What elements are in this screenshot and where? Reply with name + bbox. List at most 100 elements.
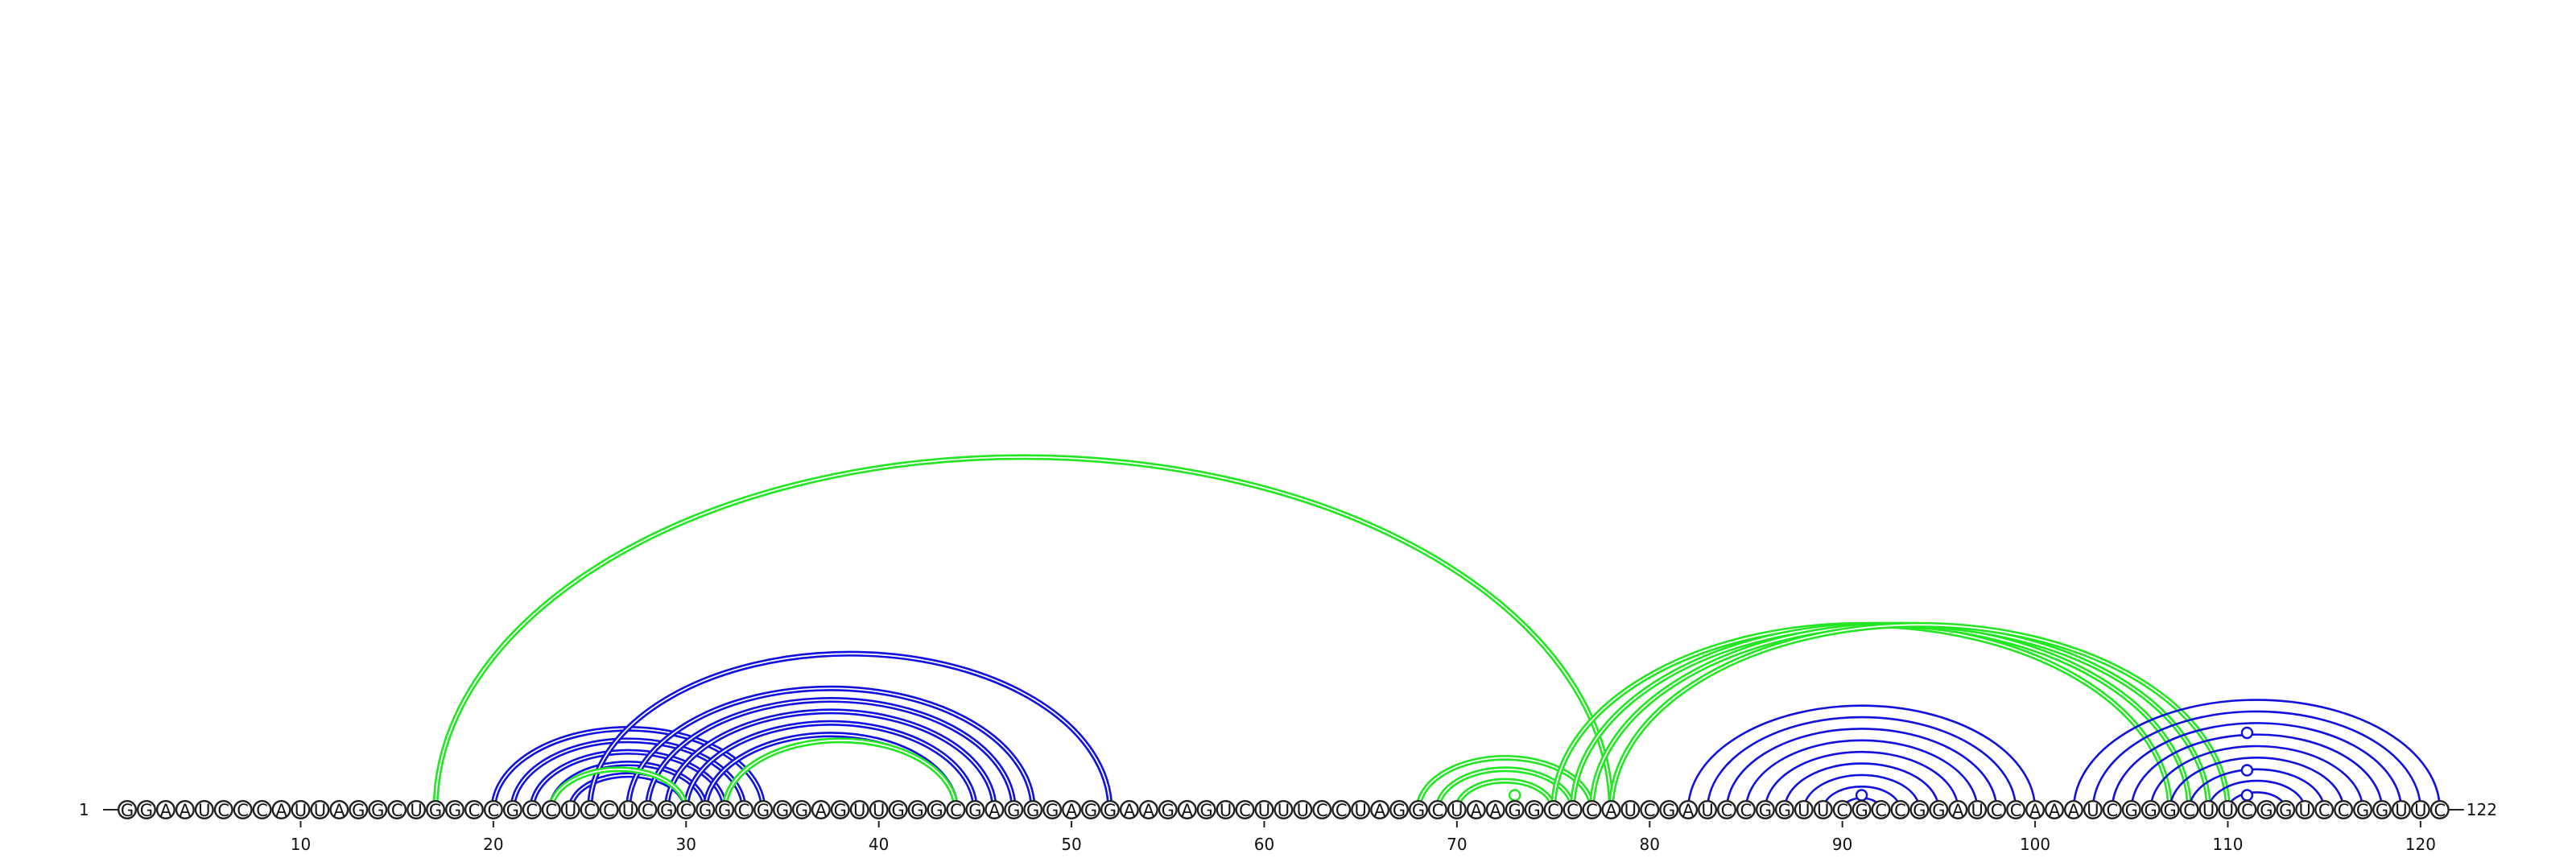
nucleotide-letter: C xyxy=(469,801,481,820)
nucleotide-circle xyxy=(1736,800,1756,820)
nucleotide-circle xyxy=(638,800,658,820)
nucleotide-letter: G xyxy=(121,801,134,820)
nucleotide-letter: U xyxy=(1297,801,1309,820)
nucleotide-90: C xyxy=(1832,800,1852,820)
nucleotide-92: C xyxy=(1871,800,1891,820)
nucleotide-circle xyxy=(946,800,966,820)
nucleotide-letter: C xyxy=(1991,801,2003,820)
nucleotide-97: U xyxy=(1967,800,1988,820)
arc-green-77-109 xyxy=(1588,621,2212,811)
nucleotide-circle xyxy=(1138,800,1158,820)
nucleotide-circle xyxy=(1119,800,1139,820)
nucleotide-circle xyxy=(1505,800,1525,820)
nucleotide-circle xyxy=(2063,800,2083,820)
nucleotide-letter: A xyxy=(1066,801,1078,820)
arc-blue-88-94 xyxy=(1802,773,1921,811)
nucleotide-54: A xyxy=(1138,800,1158,820)
nucleotide-circle xyxy=(444,800,464,820)
nucleotide-circle xyxy=(310,800,330,820)
arc-blue-102-121 xyxy=(2072,699,2442,811)
nucleotide-117: G xyxy=(2353,800,2373,820)
nucleotide-circle xyxy=(1698,800,1718,820)
nucleotide-93: C xyxy=(1890,800,1910,820)
nucleotide-circle xyxy=(1370,800,1390,820)
nucleotide-104: C xyxy=(2102,800,2122,820)
nucleotide-80: C xyxy=(1640,800,1660,820)
nucleotide-letter: G xyxy=(1932,801,1945,820)
nucleotide-74: G xyxy=(1524,800,1544,820)
arc-gap-69-76 xyxy=(1437,768,1574,811)
nucleotide-83: U xyxy=(1698,800,1718,820)
nucleotide-94: G xyxy=(1909,800,1930,820)
nucleotide-letter: U xyxy=(1624,801,1637,820)
nucleotide-81: G xyxy=(1659,800,1679,820)
nucleotide-circle xyxy=(1620,800,1641,820)
arc-blue-89-93 xyxy=(1822,786,1901,811)
nucleotide-76: C xyxy=(1563,800,1583,820)
nucleotide-letter: U xyxy=(314,801,326,820)
nucleotide-circle xyxy=(1871,800,1891,820)
nucleotide-35: G xyxy=(772,800,792,820)
nucleotide-letter: A xyxy=(2049,801,2061,820)
nucleotide-circle xyxy=(1717,800,1737,820)
nucleotide-27: U xyxy=(618,800,638,820)
nucleotide-letter: G xyxy=(930,801,943,820)
nucleotide-letter: C xyxy=(1432,801,1444,820)
arc-blue-108-115 xyxy=(2188,768,2326,811)
nucleotide-letter: U xyxy=(2087,801,2099,820)
arc-blue-83-99 xyxy=(1706,716,2017,811)
nucleotide-letter: U xyxy=(564,801,576,820)
nucleotide-65: U xyxy=(1351,800,1371,820)
nucleotide-circle xyxy=(1274,800,1294,820)
nucleotide-circle xyxy=(541,800,561,820)
nucleotide-13: G xyxy=(349,800,369,820)
nucleotide-21: G xyxy=(502,800,522,820)
nucleotide-letter: G xyxy=(506,801,519,820)
nucleotide-letter: G xyxy=(2260,801,2273,820)
nucleotide-8: C xyxy=(252,800,272,820)
nucleotide-letter: U xyxy=(1701,801,1713,820)
nucleotide-circle xyxy=(407,800,427,820)
nucleotide-letter: U xyxy=(295,801,307,820)
nucleotide-letter: U xyxy=(2299,801,2311,820)
nucleotide-letter: A xyxy=(160,801,172,820)
nucleotide-letter: C xyxy=(488,801,500,820)
nucleotide-63: C xyxy=(1312,800,1332,820)
nucleotide-105: G xyxy=(2121,800,2141,820)
nucleotide-circle xyxy=(522,800,542,820)
nucleotide-circle xyxy=(1351,800,1371,820)
nucleotide-circle xyxy=(1177,800,1197,820)
arc-gap-23-30 xyxy=(550,768,687,811)
nucleotide-24: U xyxy=(560,800,580,820)
nucleotide-letter: G xyxy=(757,801,770,820)
nucleotide-116: C xyxy=(2334,800,2354,820)
tick-label-20: 20 xyxy=(483,835,503,854)
nucleotide-circle xyxy=(1774,800,1794,820)
nucleotide-circle xyxy=(2198,800,2219,820)
nucleotide-62: U xyxy=(1293,800,1313,820)
nucleotide-85: C xyxy=(1736,800,1756,820)
nucleotide-34: G xyxy=(753,800,774,820)
nucleotide-letter: G xyxy=(718,801,731,820)
nucleotide-letter: C xyxy=(1836,801,1848,820)
arc-blue-107-116 xyxy=(2169,757,2345,811)
nucleotide-circle xyxy=(2218,800,2238,820)
nucleotide-circle xyxy=(888,800,908,820)
nucleotide-96: A xyxy=(1948,800,1968,820)
loop-marker-91-1 xyxy=(1855,789,1868,802)
nucleotide-letter: C xyxy=(1894,801,1906,820)
nucleotide-circle xyxy=(2353,800,2373,820)
nucleotide-68: G xyxy=(1408,800,1428,820)
nucleotide-circle xyxy=(349,800,369,820)
nucleotide-letter: C xyxy=(237,801,249,820)
nucleotide-circle xyxy=(1601,800,1621,820)
nucleotide-letter: G xyxy=(699,801,712,820)
nucleotide-69: C xyxy=(1427,800,1447,820)
nucleotide-letter: G xyxy=(448,801,461,820)
nucleotide-letter: C xyxy=(256,801,268,820)
nucleotide-44: C xyxy=(946,800,966,820)
loop-marker-73-1 xyxy=(1508,789,1521,802)
nucleotide-letter: G xyxy=(1662,801,1675,820)
nucleotide-circle xyxy=(1543,800,1563,820)
nucleotide-circle xyxy=(1755,800,1775,820)
